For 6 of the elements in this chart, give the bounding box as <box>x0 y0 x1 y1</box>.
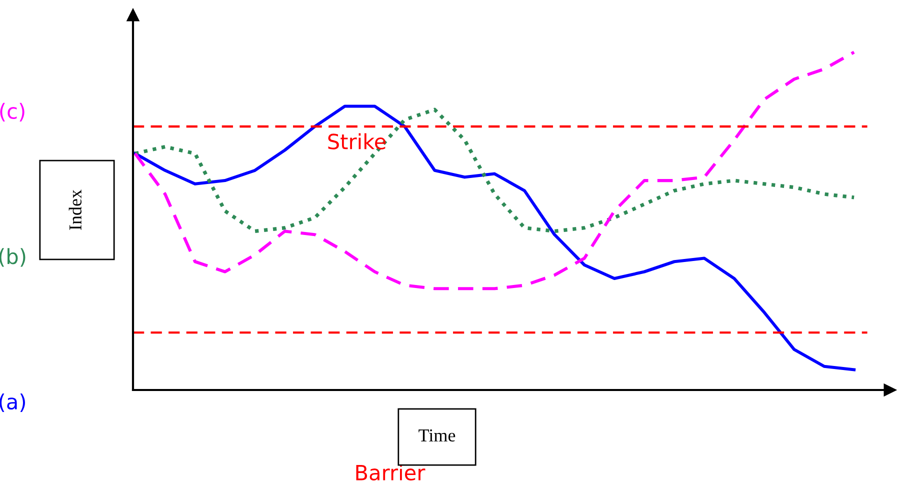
y-axis-title: Index <box>68 190 82 230</box>
ref-line-label: Strike <box>328 133 386 150</box>
ref-line-label: Barrier <box>356 464 426 481</box>
text: (c) <box>0 102 24 122</box>
text: (a) <box>0 393 25 412</box>
x-axis-title: Time <box>418 429 456 442</box>
